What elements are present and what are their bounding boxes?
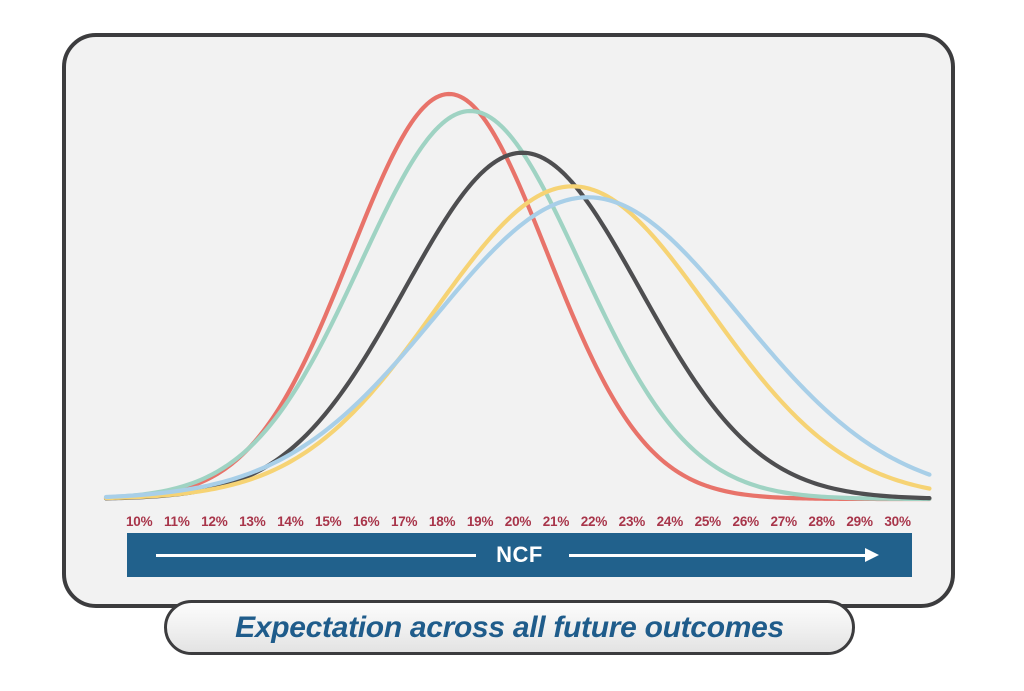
distribution-curve xyxy=(103,184,932,501)
x-tick-label: 21% xyxy=(542,513,570,529)
arrow-right-icon xyxy=(865,548,879,562)
distribution-plot-area xyxy=(66,37,959,612)
x-tick-label: 26% xyxy=(732,513,760,529)
ncf-right-line-icon xyxy=(569,553,869,557)
distribution-curve xyxy=(103,150,932,501)
curve-group xyxy=(103,91,932,502)
x-tick-label: 14% xyxy=(277,513,304,529)
x-tick-label: 16% xyxy=(352,513,380,529)
distribution-curves xyxy=(103,91,932,502)
x-tick-label: 28% xyxy=(808,513,835,529)
x-tick-label: 22% xyxy=(580,513,608,529)
x-tick-label: 15% xyxy=(315,513,342,529)
x-tick-label: 17% xyxy=(390,513,418,529)
x-tick-label: 12% xyxy=(201,513,228,529)
x-tick-label: 13% xyxy=(239,513,266,529)
x-tick-label: 27% xyxy=(770,513,797,529)
x-tick-label: 20% xyxy=(504,513,532,529)
x-axis-tick-labels: 10% 11% 12% 13% 14% 15% 16% 17% 18% 19% 20% 21% 22% 2… xyxy=(126,510,911,532)
x-tick-label: 23% xyxy=(618,513,646,529)
x-tick-label: 24% xyxy=(656,513,684,529)
x-tick-label: 11% xyxy=(163,513,190,529)
x-tick-label: 30% xyxy=(884,513,911,529)
x-tick-label: 25% xyxy=(694,513,722,529)
distribution-curve xyxy=(103,195,932,500)
caption-pill: Expectation across all future outcomes xyxy=(164,600,855,655)
x-tick-label: 19% xyxy=(466,513,494,529)
x-tick-label: 29% xyxy=(846,513,873,529)
ncf-left-line-icon xyxy=(156,553,476,557)
ncf-label: NCF xyxy=(496,542,543,567)
ncf-banner: NCF xyxy=(127,533,912,577)
chart-panel: 10% 11% 12% 13% 14% 15% 16% 17% 18% 19% 20% 21% 22% 2… xyxy=(62,33,955,608)
distribution-curve xyxy=(103,108,932,502)
x-tick-label: 18% xyxy=(428,513,456,529)
caption-text: Expectation across all future outcomes xyxy=(235,610,784,644)
ncf-banner-inner: NCF xyxy=(127,533,912,577)
x-tick-label: 10% xyxy=(126,513,153,529)
